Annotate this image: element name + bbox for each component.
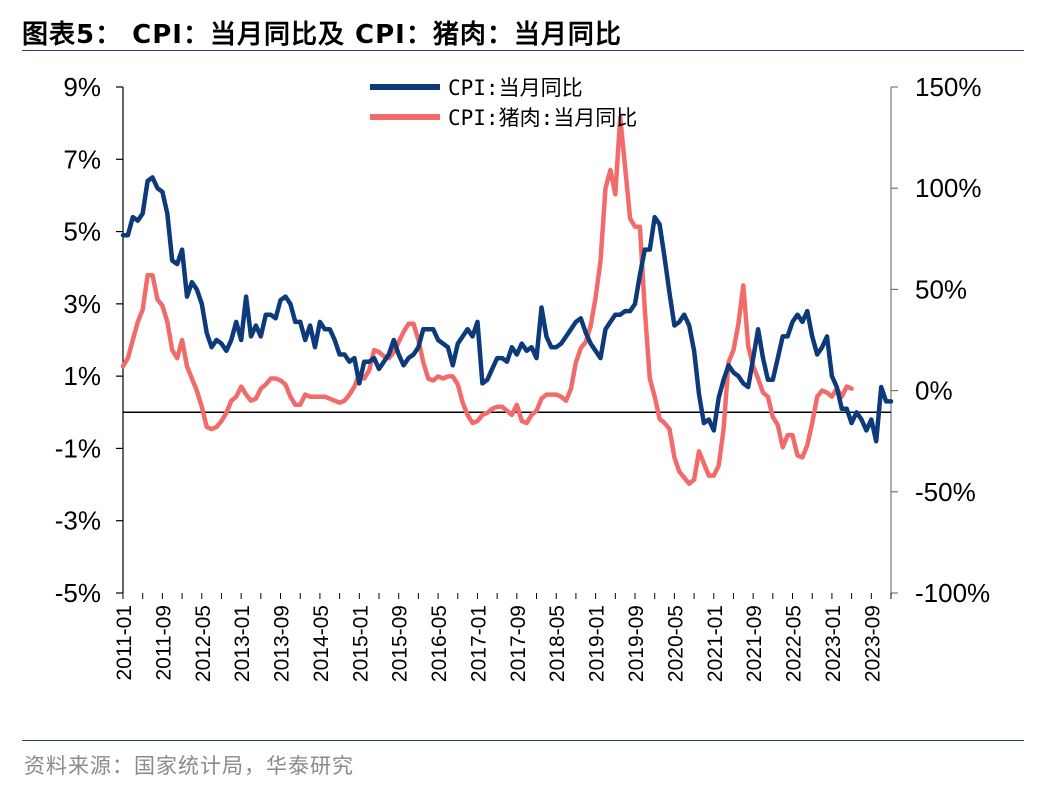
right-tick-label: 150% [915, 72, 982, 102]
axes-layer: -5% -3% -1% 1% 3% 5% 7% 9% -100% -50% 0% 50% 100% 150… [55, 72, 990, 682]
x-tick-label: 2011-01 [113, 605, 136, 681]
x-tick-label: 2017-09 [507, 605, 530, 682]
x-tick-label: 2021-01 [704, 605, 727, 682]
x-tick-label: 2011-09 [152, 605, 175, 681]
x-tick-label: 2016-05 [428, 605, 451, 682]
left-tick-label: 1% [63, 361, 101, 391]
right-tick-label: -50% [915, 477, 976, 507]
right-tick-label: -100% [915, 578, 990, 608]
title-rule [22, 50, 1024, 51]
x-tick-label: 2013-01 [231, 605, 254, 682]
left-tick-label: 3% [63, 289, 101, 319]
left-tick-label: -5% [55, 578, 101, 608]
x-tick-label: 2013-09 [271, 605, 294, 682]
x-tick-label: 2014-05 [310, 605, 333, 682]
footer-rule [22, 740, 1024, 741]
series-line-cpi [120, 175, 894, 444]
left-tick-label: 9% [63, 72, 101, 102]
legend-label-pork: CPI:猪肉:当月同比 [448, 106, 637, 130]
legend-label-cpi: CPI:当月同比 [448, 76, 583, 100]
x-tick-label: 2023-01 [822, 605, 845, 682]
right-tick-label: 50% [915, 274, 967, 304]
x-tick-label: 2023-09 [861, 605, 884, 682]
left-tick-label: -1% [55, 433, 101, 463]
chart-title: 图表5： CPI：当月同比及 CPI：猪肉：当月同比 [22, 20, 622, 50]
series-line-pork [120, 115, 854, 486]
right-tick-label: 100% [915, 173, 982, 203]
x-tick-label: 2022-05 [783, 605, 806, 682]
x-tick-label: 2017-01 [467, 605, 490, 682]
x-tick-label: 2015-01 [349, 605, 372, 682]
left-tick-label: -3% [55, 506, 101, 536]
left-tick-label: 5% [63, 217, 101, 247]
source-note: 资料来源：国家统计局，华泰研究 [24, 754, 354, 778]
x-tick-label: 2019-01 [586, 605, 609, 682]
x-tick-label: 2020-05 [664, 605, 687, 682]
left-tick-label: 7% [63, 144, 101, 174]
right-tick-label: 0% [915, 376, 953, 406]
legend: CPI:当月同比 CPI:猪肉:当月同比 [370, 76, 637, 130]
x-tick-label: 2019-09 [625, 605, 648, 682]
series-layer [120, 115, 894, 486]
x-tick-label: 2012-05 [192, 605, 215, 682]
x-tick-label: 2021-09 [743, 605, 766, 682]
x-tick-label: 2015-09 [389, 605, 412, 682]
x-tick-label: 2018-05 [546, 605, 569, 682]
